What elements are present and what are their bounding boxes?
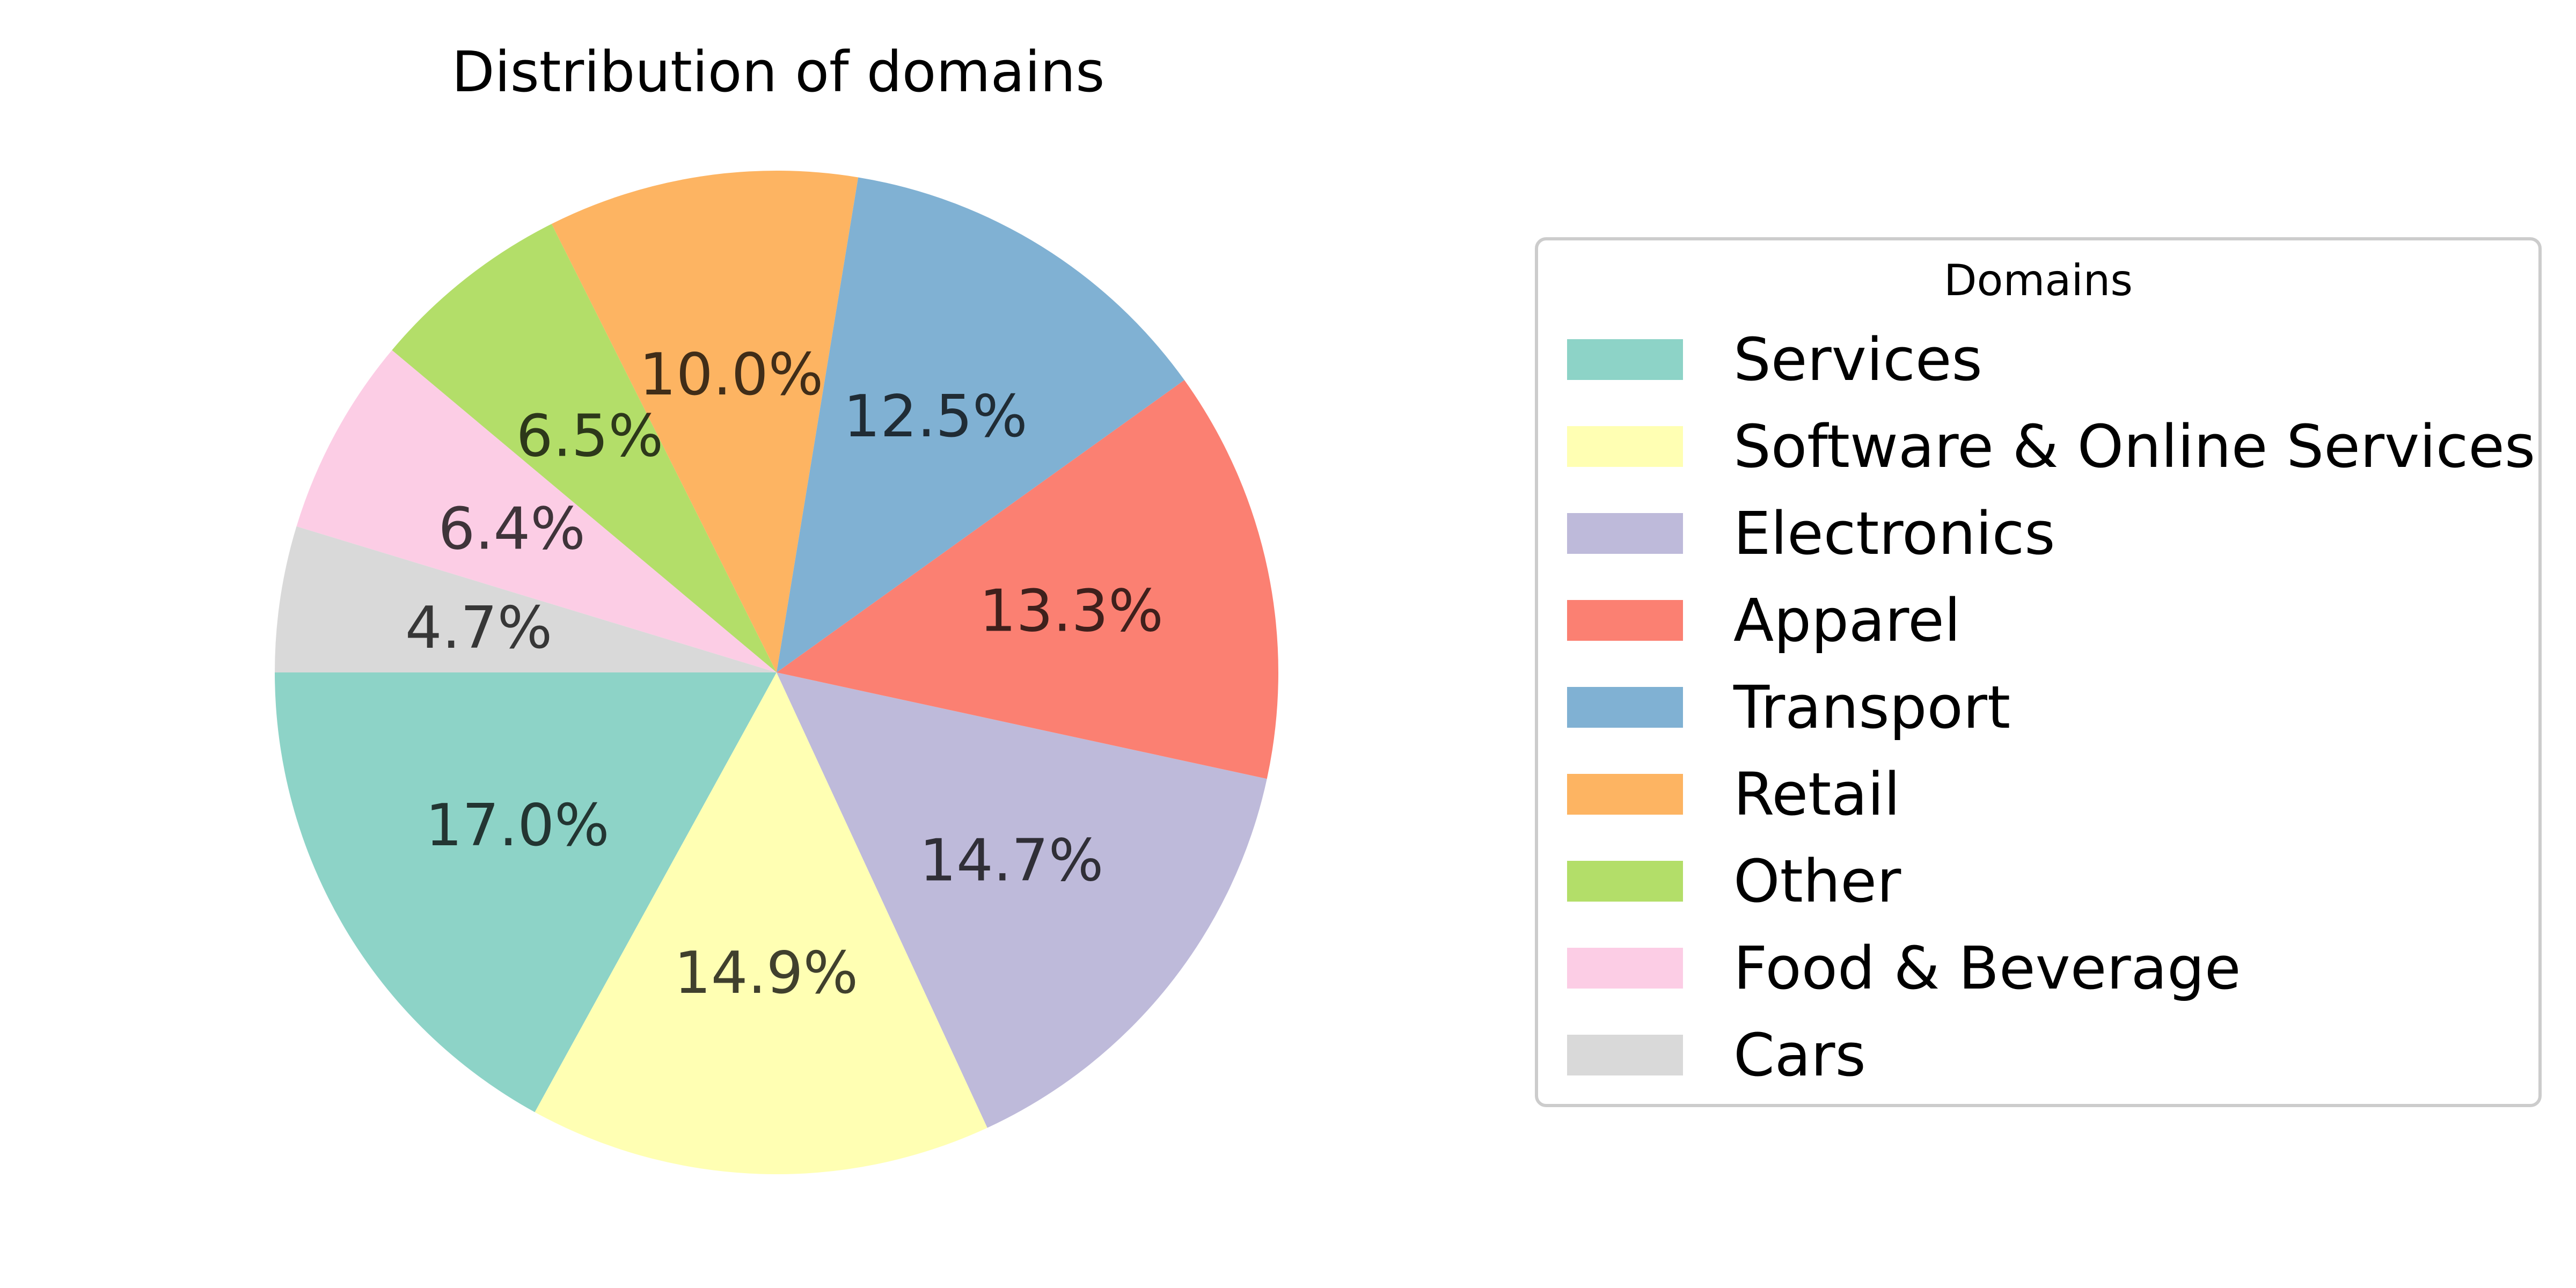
pie-label-services: 17.0% (426, 792, 610, 859)
pie-slice-electronics (777, 672, 1267, 1128)
pie-label-retail: 10.0% (639, 341, 823, 408)
legend-label-apparel: Apparel (1733, 586, 1960, 655)
legend: Domains Services Software & Online Servic… (1535, 237, 2542, 1107)
legend-title: Domains (1944, 255, 2133, 305)
legend-swatch-services (1567, 339, 1683, 380)
legend-label-retail: Retail (1733, 760, 1900, 829)
legend-label-electronics: Electronics (1733, 499, 2055, 568)
legend-swatch-electronics (1567, 513, 1683, 554)
legend-swatch-software-online-services (1567, 426, 1683, 467)
legend-swatch-transport (1567, 687, 1683, 728)
legend-items: Services Software & Online Services Electr… (1567, 325, 2535, 1089)
pie-slice-cars (275, 526, 777, 672)
pie-slice-software-online-services (535, 672, 987, 1174)
chart-title: Distribution of domains (452, 39, 1105, 105)
pie-percentage-labels: 17.0% 14.9% 14.7% 13.3% 12.5% 10.0%6.5% 6.4% 4.… (405, 341, 1163, 1007)
legend-swatch-retail (1567, 774, 1683, 815)
pie-label-electronics: 14.7% (919, 827, 1103, 894)
legend-label-cars: Cars (1733, 1021, 1866, 1089)
pie-label-food-beverage: 6.4% (438, 495, 586, 562)
legend-label-software-online-services: Software & Online Services (1733, 412, 2535, 481)
legend-swatch-food-beverage (1567, 948, 1683, 989)
pie-slice-services (275, 672, 777, 1113)
legend-label-food-beverage: Food & Beverage (1733, 934, 2241, 1002)
legend-swatch-cars (1567, 1035, 1683, 1075)
pie-slice-transport (777, 177, 1184, 673)
pie-slice-other (392, 224, 777, 672)
legend-swatch-other (1567, 861, 1683, 902)
legend-frame (1535, 237, 2542, 1107)
pie-slice-apparel (777, 380, 1278, 779)
pie-slice-retail (551, 171, 859, 672)
pie-label-cars: 4.7% (405, 595, 552, 662)
pie-slice-food-beverage (296, 350, 777, 672)
legend-swatch-apparel (1567, 600, 1683, 641)
legend-label-transport: Transport (1733, 673, 2010, 742)
pie-label-transport: 12.5% (844, 383, 1028, 450)
pie (275, 171, 1278, 1174)
legend-label-services: Services (1733, 325, 1982, 394)
legend-label-other: Other (1733, 847, 1901, 916)
pie-label-software-online-services: 14.9% (674, 940, 858, 1007)
pie-label-apparel: 13.3% (979, 578, 1163, 645)
pie-label-other: 6.5% (516, 402, 663, 470)
